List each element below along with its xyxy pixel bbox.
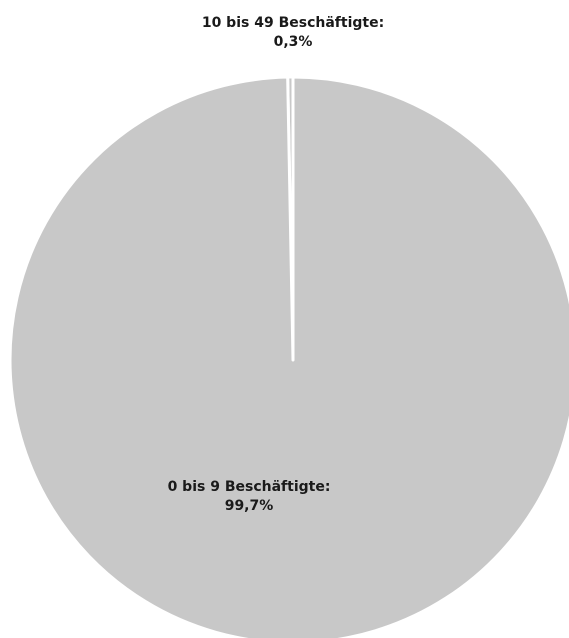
pie-slices xyxy=(8,75,569,638)
label-10-49-name: 10 bis 49 Beschäftigte: xyxy=(202,15,384,31)
label-0-9-name: 0 bis 9 Beschäftigte: xyxy=(168,479,331,495)
label-0-9-value: 99,7% xyxy=(225,498,274,514)
label-10-49-value: 0,3% xyxy=(274,34,313,50)
pie-slice-0-9 xyxy=(8,75,569,638)
